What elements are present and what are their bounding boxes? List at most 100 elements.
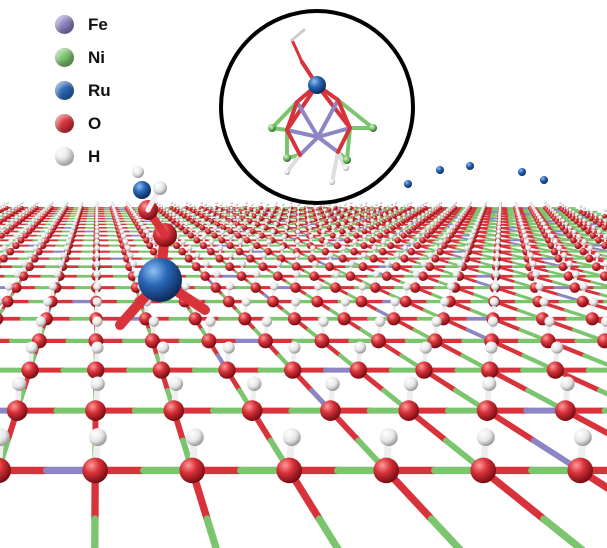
- hydrogen-atom: [205, 210, 209, 215]
- hydrogen-atom: [414, 206, 418, 210]
- hydrogen-atom: [446, 229, 451, 235]
- oxygen-atom: [555, 400, 576, 421]
- oxygen-atom: [400, 232, 407, 239]
- hydrogen-atom: [390, 202, 394, 206]
- hydrogen-atom: [391, 218, 396, 223]
- hydrogen-atom: [236, 215, 240, 220]
- hydrogen-atom: [224, 204, 228, 208]
- oxygen-atom: [428, 228, 435, 235]
- hydrogen-atom: [192, 204, 196, 208]
- hydrogen-atom: [92, 297, 102, 307]
- hydrogen-atom: [406, 210, 411, 215]
- oxygen-atom: [178, 211, 183, 216]
- oxygen-atom: [220, 224, 227, 231]
- hydrogen-atom: [349, 201, 353, 205]
- hydrogen-atom: [202, 260, 210, 268]
- hydrogen-atom: [200, 201, 203, 205]
- oxygen-atom: [178, 247, 187, 256]
- hydrogen-atom: [603, 218, 607, 223]
- hydrogen-atom: [91, 341, 104, 354]
- hydrogen-atom: [532, 270, 540, 278]
- hydrogen-atom: [52, 218, 57, 223]
- hydrogen-atom: [259, 201, 263, 205]
- oxygen-atom: [411, 224, 417, 231]
- hydrogen-atom: [374, 316, 386, 327]
- hydrogen-atom: [306, 218, 311, 223]
- oxygen-atom: [20, 216, 26, 222]
- hydrogen-atom: [402, 245, 409, 251]
- oxygen-atom: [546, 361, 565, 379]
- hydrogen-atom: [519, 221, 524, 226]
- hydrogen-atom: [229, 221, 234, 226]
- oxygen-atom: [12, 242, 20, 250]
- hydrogen-atom: [415, 233, 421, 239]
- hydrogen-atom: [407, 221, 412, 226]
- hydrogen-atom: [419, 341, 432, 354]
- hydrogen-atom: [594, 252, 601, 259]
- hydrogen-atom: [385, 204, 389, 208]
- hydrogen-atom: [0, 213, 3, 217]
- oxygen-atom: [85, 400, 106, 421]
- hydrogen-atom: [464, 245, 470, 251]
- oxygen-atom: [400, 218, 406, 224]
- hydrogen-atom: [325, 213, 329, 217]
- hydrogen-atom: [384, 260, 392, 268]
- hydrogen-atom: [248, 245, 255, 251]
- hydrogen-atom: [235, 202, 239, 206]
- hydrogen-atom: [186, 210, 191, 215]
- hydrogen-atom: [279, 245, 285, 251]
- oxygen-atom: [592, 218, 598, 224]
- hydrogen-atom: [50, 221, 55, 226]
- oxygen-atom: [21, 361, 39, 379]
- metal-oxygen-bond: [0, 308, 4, 317]
- oxygen-atom: [210, 282, 222, 293]
- oxygen-atom: [588, 216, 594, 222]
- oxygen-atom: [170, 218, 176, 224]
- hydrogen-atom: [0, 204, 2, 208]
- hydrogen-atom: [32, 245, 39, 251]
- hydrogen-atom: [491, 282, 500, 291]
- hydrogen-atom: [409, 201, 413, 205]
- hydrogen-atom: [539, 218, 544, 223]
- hydrogen-atom: [397, 206, 401, 210]
- hydrogen-atom: [443, 210, 447, 215]
- hydrogen-atom: [438, 239, 444, 245]
- hydrogen-atom: [379, 201, 383, 205]
- hydrogen-atom: [393, 208, 397, 212]
- hydrogen-atom: [159, 204, 163, 208]
- hydrogen-atom: [460, 252, 467, 259]
- oxygen-atom: [321, 247, 330, 256]
- hydrogen-atom: [473, 225, 478, 230]
- inset-bond: [290, 38, 304, 64]
- hydrogen-atom: [248, 213, 253, 217]
- hydrogen-atom: [430, 221, 435, 226]
- hydrogen-atom: [57, 260, 65, 268]
- hydrogen-atom: [260, 225, 265, 230]
- metal-oxygen-bond: [427, 515, 464, 548]
- ru-atom: [436, 166, 444, 174]
- hydrogen-atom: [330, 206, 334, 210]
- hydrogen-atom: [332, 270, 341, 278]
- hydrogen-atom: [574, 213, 579, 217]
- hydrogen-atom: [67, 233, 73, 239]
- hydrogen-atom: [94, 245, 100, 251]
- metal-oxygen-bond: [600, 254, 607, 258]
- hydrogen-atom: [354, 341, 367, 354]
- oxygen-atom: [4, 205, 9, 210]
- hydrogen-atom: [588, 297, 599, 307]
- oxygen-atom: [567, 457, 594, 484]
- hydrogen-atom: [139, 221, 144, 226]
- hydrogen-atom: [12, 376, 27, 391]
- hydrogen-atom: [267, 213, 272, 217]
- hydrogen-atom: [394, 201, 398, 205]
- hydrogen-atom: [195, 229, 200, 235]
- oxygen-atom: [400, 209, 406, 214]
- hydrogen-atom: [213, 270, 221, 278]
- hydrogen-atom: [551, 341, 564, 354]
- hydrogen-atom: [14, 215, 19, 220]
- oxygen-atom: [82, 457, 109, 484]
- hydrogen-atom: [93, 282, 102, 291]
- hydrogen-atom: [497, 218, 502, 223]
- inset-bond: [316, 126, 352, 139]
- hydrogen-atom: [440, 213, 444, 217]
